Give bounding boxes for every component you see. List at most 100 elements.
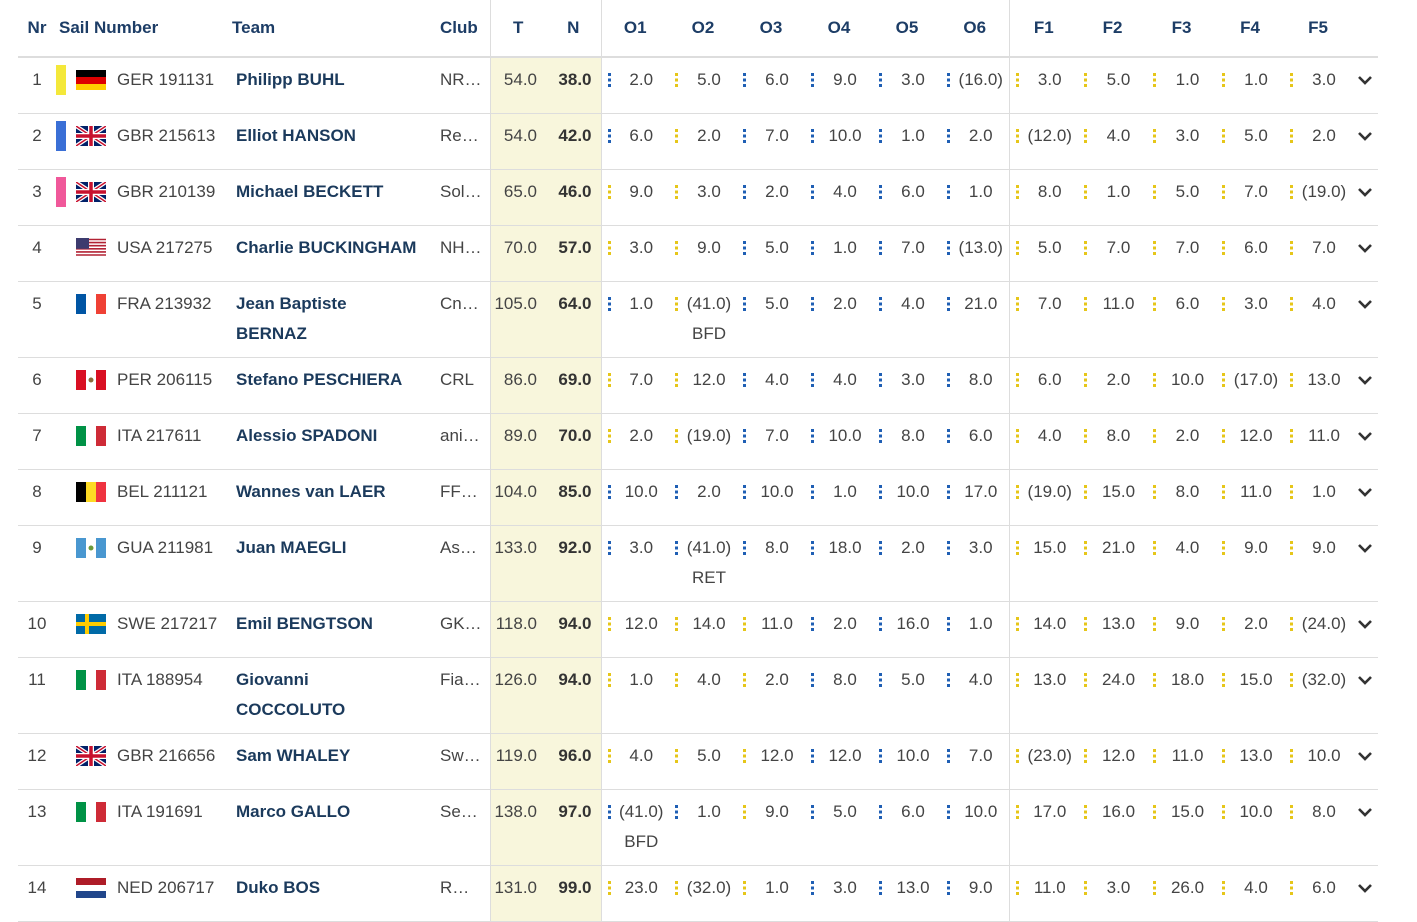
score-value: (32.0) [1301, 670, 1347, 689]
chevron-icon[interactable] [1357, 421, 1373, 451]
club: NR… [436, 57, 490, 114]
race-score: 4.0 [805, 169, 873, 226]
fleet-dot [1153, 485, 1156, 499]
race-score: 10.0 [873, 733, 941, 790]
column-header: Club [436, 0, 490, 58]
chevron-icon[interactable] [1357, 477, 1373, 507]
race-score: 4.0 [1008, 413, 1078, 470]
net-points: 46.0 [546, 169, 601, 226]
expand-toggle[interactable] [1352, 357, 1378, 414]
race-score: 16.0 [873, 601, 941, 658]
fleet-dot [947, 297, 950, 311]
team-name: Philipp BUHL [232, 57, 436, 114]
chevron-icon[interactable] [1357, 65, 1373, 95]
score-value: 3.0 [833, 878, 857, 897]
score-value: 26.0 [1170, 878, 1205, 897]
race-score: 5.0 [873, 657, 941, 734]
score-value: 11.0 [1033, 878, 1066, 897]
race-score: 4.0 [1284, 281, 1352, 358]
score-value: 7.0 [901, 238, 925, 257]
score-value: 7.0 [629, 370, 654, 389]
fleet-dot [607, 541, 611, 555]
team-name: Wannes van LAER [232, 469, 436, 526]
expand-toggle[interactable] [1352, 789, 1378, 866]
rank: 9 [18, 525, 56, 602]
result-row: 9 GUA 211981 Juan MAEGLI As… 133.0 92.0 3.0 (41… [18, 525, 1378, 602]
race-score: 3.0 [1008, 57, 1078, 114]
expand-toggle[interactable] [1352, 225, 1378, 282]
score-value: 7.0 [968, 746, 993, 765]
chevron-icon[interactable] [1357, 289, 1373, 319]
race-score: 3.0 [873, 357, 941, 414]
total-points: 86.0 [489, 357, 546, 414]
fleet-dot [1153, 541, 1156, 555]
score-value: 1.0 [697, 802, 721, 821]
race-score: 10.0 [1147, 357, 1216, 414]
chevron-icon[interactable] [1357, 797, 1373, 827]
expand-toggle[interactable] [1352, 601, 1378, 658]
penalty-code: BFD [624, 832, 659, 851]
score-value: (19.0) [1027, 482, 1072, 501]
fleet-dot [947, 73, 950, 87]
race-score: 4.0 [941, 657, 1009, 734]
fleet-dot [1084, 749, 1087, 763]
rank: 11 [18, 657, 56, 734]
chevron-icon[interactable] [1357, 233, 1373, 263]
expand-toggle[interactable] [1352, 113, 1378, 170]
expand-toggle[interactable] [1352, 865, 1378, 922]
fleet-dot [1015, 485, 1019, 499]
net-points: 97.0 [546, 789, 601, 866]
chevron-icon[interactable] [1357, 121, 1373, 151]
expand-toggle[interactable] [1352, 169, 1378, 226]
race-score: 5.0 [1147, 169, 1216, 226]
club: CRL [436, 357, 490, 414]
fleet-dot [947, 373, 950, 387]
race-score: 12.0 [1078, 733, 1147, 790]
total-points: 105.0 [489, 281, 546, 358]
fleet-dot [811, 749, 814, 763]
expand-toggle[interactable] [1352, 413, 1378, 470]
fleet-dot [879, 673, 882, 687]
fleet-dot [879, 541, 882, 555]
race-score: 1.0 [600, 657, 669, 734]
rank: 13 [18, 789, 56, 866]
expand-toggle[interactable] [1352, 733, 1378, 790]
fleet-dot [675, 541, 678, 555]
column-header: O1 [600, 0, 669, 58]
fleet-dot [1015, 373, 1019, 387]
fleet-dot [1015, 185, 1019, 199]
chevron-icon[interactable] [1357, 741, 1373, 771]
rank-marker [56, 477, 66, 507]
chevron-icon[interactable] [1357, 177, 1373, 207]
rank: 12 [18, 733, 56, 790]
flag [76, 370, 106, 400]
score-value: 6.0 [901, 802, 925, 821]
score-value: (19.0) [1301, 182, 1347, 201]
race-score: 11.0 [1008, 865, 1078, 922]
flag [76, 426, 106, 456]
rank-marker [56, 797, 66, 827]
chevron-icon[interactable] [1357, 665, 1373, 695]
sail-number-cell: GUA 211981 [56, 525, 232, 602]
expand-toggle[interactable] [1352, 525, 1378, 602]
chevron-icon[interactable] [1357, 609, 1373, 639]
race-score: 7.0 [1284, 225, 1352, 282]
expand-toggle[interactable] [1352, 469, 1378, 526]
score-value: 11.0 [1102, 294, 1135, 313]
flag-icon [76, 294, 106, 314]
expand-toggle[interactable] [1352, 657, 1378, 734]
chevron-icon[interactable] [1357, 533, 1373, 563]
race-score: 10.0 [873, 469, 941, 526]
fleet-dot [743, 129, 746, 143]
score-value: 11.0 [1308, 426, 1340, 445]
race-score: 11.0 [1078, 281, 1147, 358]
club: Cn… [436, 281, 490, 358]
total-points: 54.0 [489, 113, 546, 170]
score-value: 9.0 [697, 238, 721, 257]
race-score: 14.0 [1008, 601, 1078, 658]
chevron-icon[interactable] [1357, 873, 1373, 903]
expand-toggle[interactable] [1352, 57, 1378, 114]
score-value: 15.0 [1239, 670, 1273, 689]
expand-toggle[interactable] [1352, 281, 1378, 358]
chevron-icon[interactable] [1357, 365, 1373, 395]
